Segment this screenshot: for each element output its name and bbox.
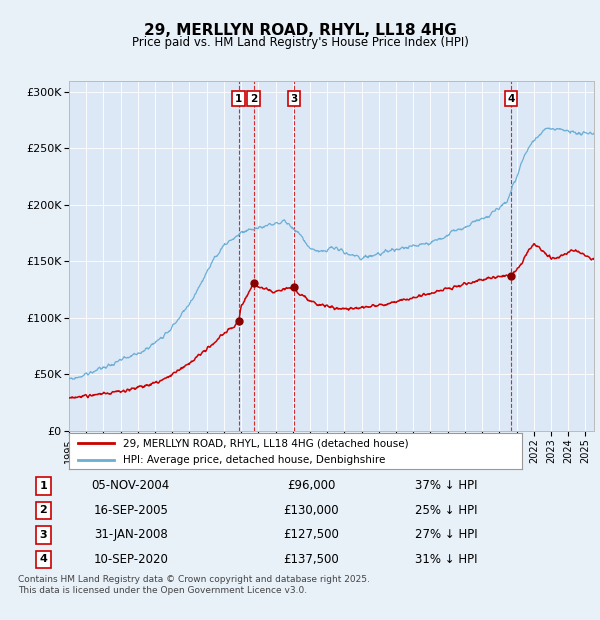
Text: Price paid vs. HM Land Registry's House Price Index (HPI): Price paid vs. HM Land Registry's House … <box>131 36 469 49</box>
Text: 05-NOV-2004: 05-NOV-2004 <box>92 479 170 492</box>
Text: £137,500: £137,500 <box>283 553 339 566</box>
Text: 4: 4 <box>508 94 515 104</box>
Text: 27% ↓ HPI: 27% ↓ HPI <box>415 528 478 541</box>
Text: £96,000: £96,000 <box>287 479 335 492</box>
Text: 31% ↓ HPI: 31% ↓ HPI <box>415 553 478 566</box>
Text: 1: 1 <box>235 94 242 104</box>
Text: 4: 4 <box>40 554 47 564</box>
Text: 31-JAN-2008: 31-JAN-2008 <box>94 528 167 541</box>
Text: 29, MERLLYN ROAD, RHYL, LL18 4HG: 29, MERLLYN ROAD, RHYL, LL18 4HG <box>143 23 457 38</box>
Text: 25% ↓ HPI: 25% ↓ HPI <box>415 504 478 517</box>
Text: 2: 2 <box>40 505 47 515</box>
Text: 29, MERLLYN ROAD, RHYL, LL18 4HG (detached house): 29, MERLLYN ROAD, RHYL, LL18 4HG (detach… <box>124 438 409 448</box>
Text: 10-SEP-2020: 10-SEP-2020 <box>94 553 168 566</box>
Text: 37% ↓ HPI: 37% ↓ HPI <box>415 479 478 492</box>
Text: HPI: Average price, detached house, Denbighshire: HPI: Average price, detached house, Denb… <box>124 454 386 464</box>
Text: 2: 2 <box>250 94 257 104</box>
Text: £130,000: £130,000 <box>283 504 339 517</box>
Text: 3: 3 <box>290 94 298 104</box>
Text: £127,500: £127,500 <box>283 528 339 541</box>
Text: 1: 1 <box>40 481 47 491</box>
Text: 3: 3 <box>40 530 47 540</box>
Text: Contains HM Land Registry data © Crown copyright and database right 2025.
This d: Contains HM Land Registry data © Crown c… <box>18 575 370 595</box>
Text: 16-SEP-2005: 16-SEP-2005 <box>94 504 168 517</box>
